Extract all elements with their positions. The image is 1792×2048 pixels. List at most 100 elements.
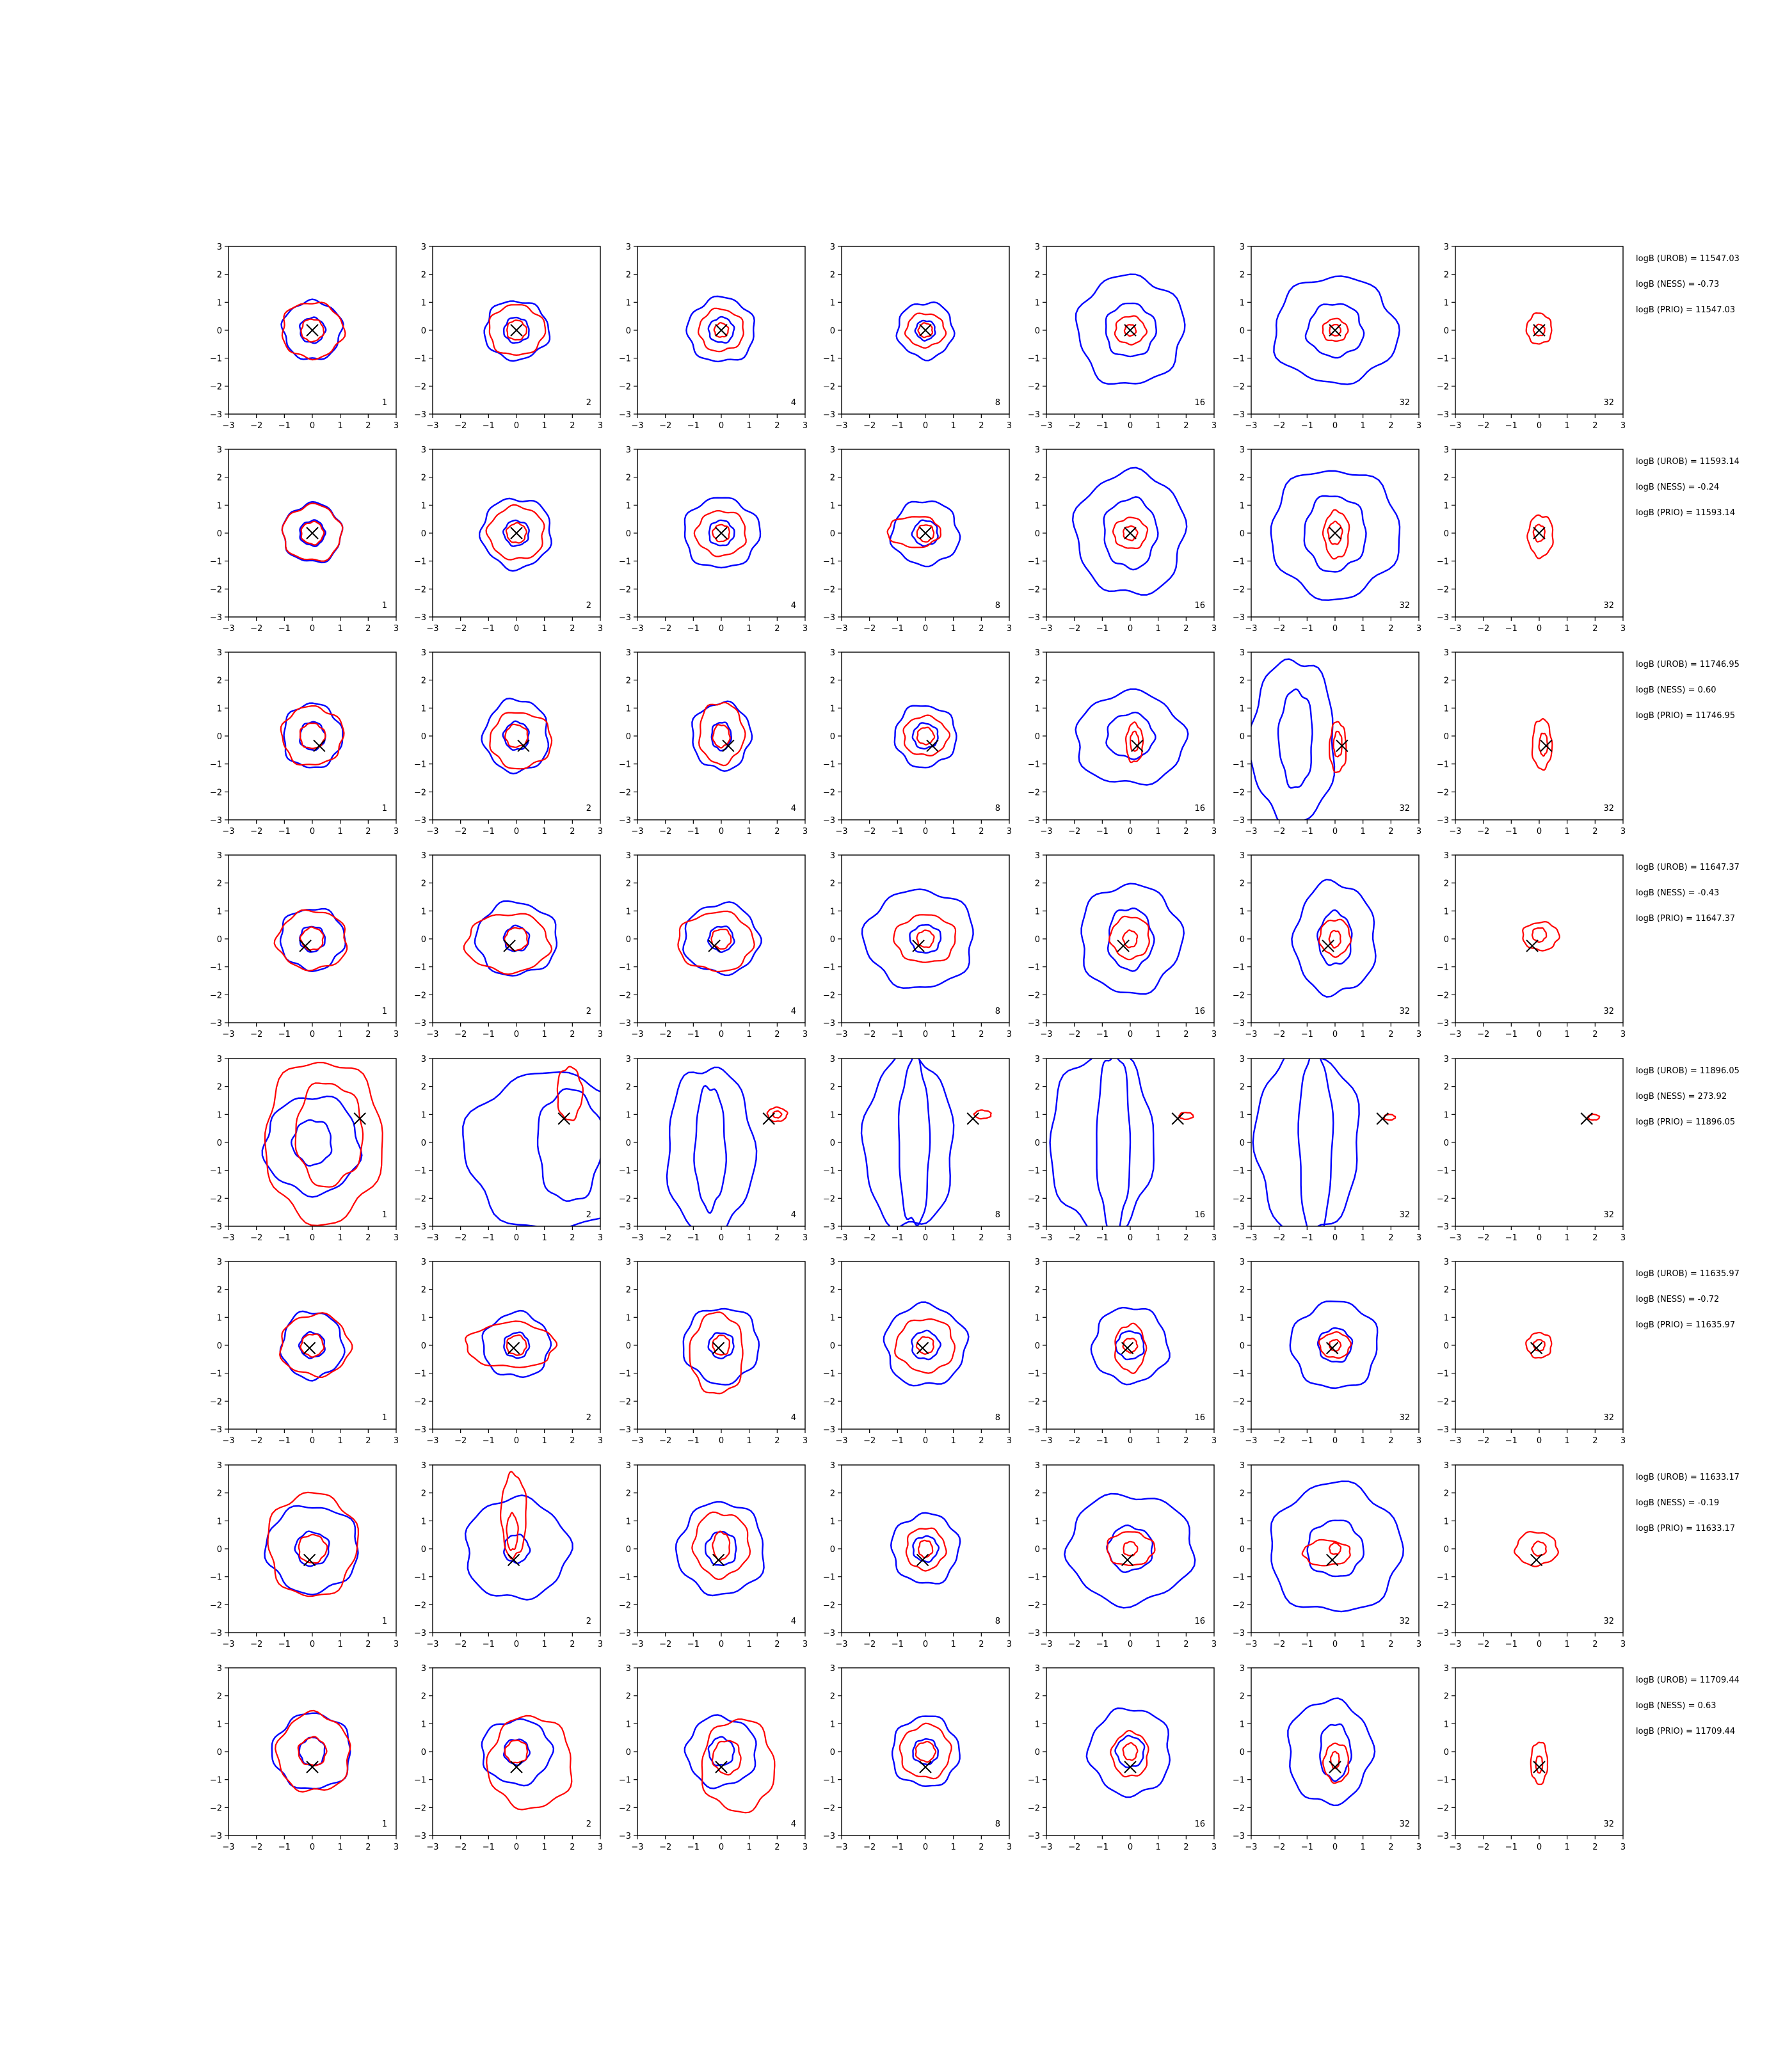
blue-contour-level: [502, 1738, 531, 1766]
subplot-r5-c0: −3−3 −2 −2 −1 −1 0 0 1 1 2 2 3 3 1: [210, 1258, 399, 1446]
logb-annotation: logB (NESS) = -0.43: [1636, 888, 1720, 898]
red-contour-level: [1130, 730, 1140, 752]
plot-area: [1085, 1707, 1171, 1798]
y-tick-label: 3: [626, 243, 631, 252]
y-tick-label: 3: [626, 648, 631, 658]
y-tick-label: −1: [414, 1167, 426, 1176]
x-tick-label: 0: [719, 1436, 724, 1446]
x-tick-label: 0: [719, 1843, 724, 1852]
true-value-marker: [1117, 940, 1130, 952]
subplot-corner-label: 4: [791, 601, 796, 611]
x-tick-label: −3: [835, 1436, 847, 1446]
blue-contour-level: [1270, 470, 1401, 601]
y-tick-label: 1: [421, 298, 426, 308]
y-tick-label: 1: [217, 1720, 222, 1729]
x-tick-label: 1: [1361, 1436, 1366, 1446]
x-tick-label: 2: [1388, 1843, 1393, 1852]
true-value-marker: [306, 1761, 319, 1773]
logb-annotation: logB (UROB) = 11633.17: [1636, 1473, 1740, 1482]
x-tick-label: 2: [1183, 624, 1188, 634]
x-tick-label: −1: [1505, 1640, 1517, 1649]
y-tick-label: −2: [414, 788, 426, 797]
x-tick-label: −2: [659, 421, 671, 431]
x-tick-label: 2: [1388, 1640, 1393, 1649]
x-tick-label: 0: [1128, 421, 1133, 431]
x-tick-label: 3: [1416, 624, 1421, 634]
y-tick-label: 3: [1240, 648, 1245, 658]
y-tick-label: 3: [1035, 1461, 1040, 1471]
subplot-corner-label: 2: [586, 398, 591, 408]
y-tick-label: 0: [217, 935, 222, 945]
x-tick-label: −2: [250, 624, 262, 634]
blue-contour-level: [1306, 1519, 1364, 1578]
x-tick-label: 0: [310, 1843, 315, 1852]
blue-contour-level: [883, 1301, 970, 1387]
blue-contour-level: [909, 924, 942, 954]
red-contour-level: [916, 726, 936, 746]
y-tick-label: −3: [619, 1629, 631, 1638]
red-contour-level: [766, 1106, 788, 1123]
subplot-corner-label: 32: [1399, 1210, 1410, 1220]
red-contour-level: [1318, 918, 1352, 958]
blue-contour-level: [1297, 1059, 1334, 1226]
subplot-corner-label: 32: [1603, 1413, 1614, 1423]
x-tick-label: 0: [310, 1233, 315, 1243]
x-tick-label: 0: [719, 1233, 724, 1243]
x-tick-label: 3: [1416, 1843, 1421, 1852]
subplot-corner-label: 1: [382, 601, 387, 611]
subplot-r5-c3: −3−3 −2 −2 −1 −1 0 0 1 1 2 2 3 3 8: [823, 1258, 1012, 1446]
blue-contour-level: [707, 316, 735, 344]
x-tick-label: −2: [454, 827, 467, 836]
x-tick-label: −1: [483, 1843, 495, 1852]
y-tick-label: 2: [217, 879, 222, 889]
y-tick-label: 1: [1240, 1110, 1245, 1120]
axes-frame: [228, 1667, 397, 1836]
y-tick-label: 1: [830, 501, 835, 511]
y-tick-label: 1: [217, 704, 222, 714]
subplot-r4-c2: −3−3 −2 −2 −1 −1 0 0 1 1 2 2 3 3 4: [619, 1055, 808, 1243]
plot-area: [479, 497, 552, 572]
red-contour-level: [1522, 921, 1560, 952]
subplot-r6-c3: −3−3 −2 −2 −1 −1 0 0 1 1 2 2 3 3 8: [823, 1461, 1012, 1649]
x-tick-label: −3: [631, 1030, 643, 1039]
red-contour-level: [1531, 717, 1553, 771]
y-tick-label: 0: [626, 732, 631, 742]
logb-annotation: logB (NESS) = 0.63: [1636, 1701, 1716, 1711]
x-tick-label: 0: [1128, 827, 1133, 836]
y-tick-label: 3: [1444, 851, 1449, 861]
x-tick-label: 3: [1212, 421, 1217, 431]
y-tick-label: −3: [210, 1222, 222, 1232]
x-tick-label: −1: [1301, 421, 1313, 431]
x-tick-label: 3: [1620, 1843, 1626, 1852]
red-contour-level: [1514, 1531, 1560, 1567]
y-tick-label: −1: [210, 760, 222, 770]
y-tick-label: −3: [619, 1832, 631, 1841]
x-tick-label: −1: [1505, 1030, 1517, 1039]
blue-contour-level: [1289, 1300, 1379, 1389]
blue-contour-level: [1270, 1480, 1405, 1613]
x-tick-label: −1: [892, 421, 904, 431]
y-tick-label: −2: [1233, 382, 1245, 392]
red-contour-level: [504, 927, 529, 952]
x-tick-label: −2: [1068, 1030, 1080, 1039]
y-tick-label: −3: [1233, 410, 1245, 420]
x-tick-label: −2: [1273, 1640, 1285, 1649]
y-tick-label: 0: [1240, 935, 1245, 945]
true-value-marker: [303, 1553, 316, 1567]
x-tick-label: −1: [1096, 1640, 1108, 1649]
blue-contour-level: [280, 298, 344, 360]
y-tick-label: 0: [626, 1748, 631, 1757]
x-tick-label: 3: [1416, 421, 1421, 431]
x-tick-label: 2: [774, 1640, 780, 1649]
x-tick-label: 2: [1592, 1640, 1597, 1649]
x-tick-label: 0: [310, 1436, 315, 1446]
plot-area: [1531, 717, 1553, 771]
subplot-r0-c3: −3−3 −2 −2 −1 −1 0 0 1 1 2 2 3 3 8: [823, 243, 1012, 431]
x-tick-label: 0: [923, 1640, 928, 1649]
y-tick-label: −2: [414, 1601, 426, 1610]
red-contour-level: [1114, 1322, 1148, 1375]
subplot-r3-c6: −3−3 −2 −2 −1 −1 0 0 1 1 2 2 3 3 32: [1437, 851, 1626, 1039]
x-tick-label: −1: [1505, 1843, 1517, 1852]
red-contour-level: [299, 926, 324, 951]
red-contour-level: [294, 1082, 364, 1188]
